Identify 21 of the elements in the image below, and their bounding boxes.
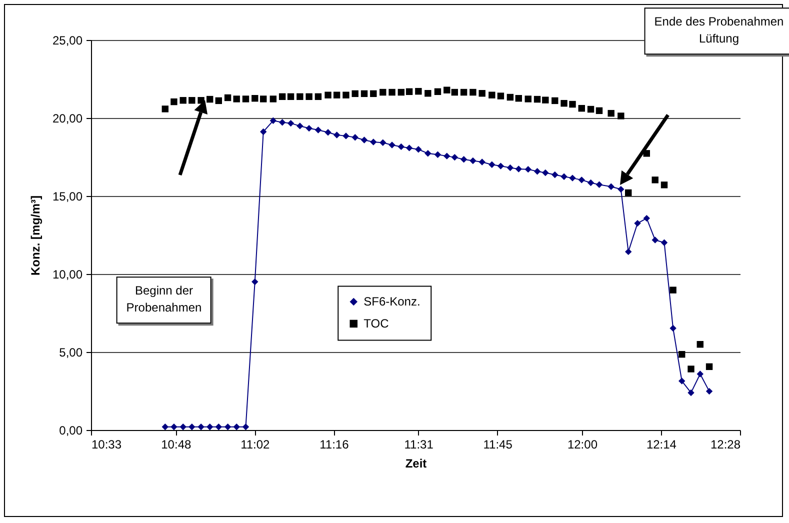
x-tick-label: 10:33	[92, 438, 122, 452]
x-tick-label: 11:31	[404, 438, 434, 452]
y-tick-label: 25,00	[52, 34, 83, 48]
annotation: Ende des Probenahmen Lüftung	[644, 8, 789, 54]
x-tick-label: 12:00	[567, 438, 598, 452]
legend-label: TOC	[364, 316, 390, 331]
y-tick-label: 15,00	[52, 190, 83, 204]
y-tick-label: 20,00	[52, 112, 83, 126]
x-tick-label: 11:02	[240, 438, 270, 452]
x-tick-label: 12:14	[646, 438, 677, 452]
x-tick-label: 10:48	[161, 438, 192, 452]
x-tick-label: 11:45	[483, 438, 513, 452]
x-tick-label: 12:28	[710, 438, 741, 452]
y-tick-label: 5,00	[59, 346, 83, 360]
x-axis-title: Zeit	[405, 456, 427, 470]
x-tick-label: 11:16	[320, 438, 350, 452]
y-tick-label: 10,00	[52, 268, 83, 282]
y-axis-title: Konz. [mg/m³]	[28, 196, 42, 276]
y-tick-label: 0,00	[59, 424, 83, 438]
legend-label: SF6-Konz.	[364, 294, 420, 309]
annotation: Beginn der Probenahmen	[116, 276, 212, 324]
